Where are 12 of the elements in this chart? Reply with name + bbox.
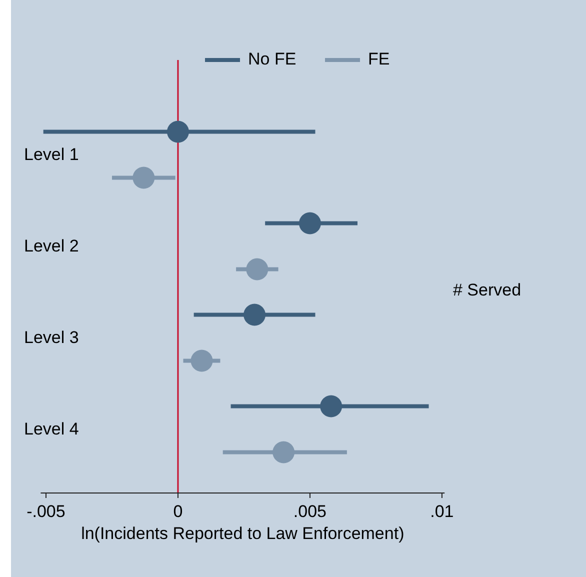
x-tick-label: 0: [173, 502, 183, 521]
legend-label: No FE: [248, 49, 296, 68]
x-tick-label: .01: [430, 502, 454, 521]
x-axis-title: ln(Incidents Reported to Law Enforcement): [81, 524, 404, 543]
legend-label: FE: [368, 49, 390, 68]
y-tick-label: Level 3: [24, 328, 79, 348]
x-tick-label: .005: [293, 502, 327, 521]
y-tick-label: Level 2: [24, 236, 79, 256]
text: # Served: [453, 280, 522, 300]
y-tick-label: Level 1: [24, 145, 79, 164]
x-tick-label: -.005: [26, 502, 66, 521]
y-tick-label: Level 4: [24, 420, 79, 439]
